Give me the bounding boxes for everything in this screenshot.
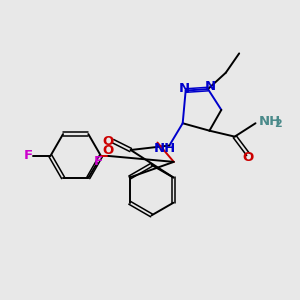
Text: 2: 2 (274, 119, 282, 129)
Text: F: F (94, 155, 103, 168)
Text: N: N (205, 80, 216, 93)
Text: O: O (242, 151, 254, 164)
Text: NH: NH (154, 142, 176, 155)
Text: O: O (103, 135, 114, 148)
Text: F: F (24, 149, 33, 162)
Text: N: N (178, 82, 190, 95)
Text: NH: NH (259, 115, 281, 128)
Text: O: O (103, 144, 114, 157)
